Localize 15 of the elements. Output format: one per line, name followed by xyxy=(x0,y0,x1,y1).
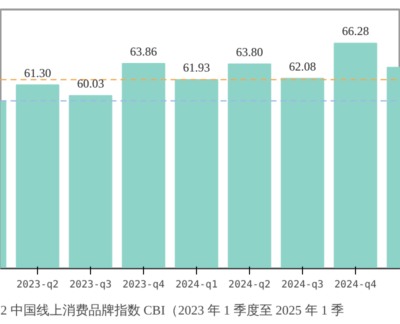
data-label: 66.28 xyxy=(342,24,369,38)
data-label: 60.03 xyxy=(77,76,104,91)
data-label: 61.30 xyxy=(24,66,52,80)
data-label: 61.93 xyxy=(183,60,210,75)
data-label: 62.08 xyxy=(288,59,316,74)
x-tick-label: 2024-q3 xyxy=(281,280,324,290)
x-tick-label: 2024-q1 xyxy=(175,280,218,290)
x-tick-label: 2023-q2 xyxy=(16,280,59,290)
data-label: 63.86 xyxy=(130,44,158,58)
x-tick-label: 2024-q2 xyxy=(228,280,271,290)
data-label: 63.80 xyxy=(236,44,264,59)
x-tick-label: 2023-q4 xyxy=(122,280,165,290)
x-tick-label: 2023-q3 xyxy=(69,280,112,290)
text: 2 中国线上消费品牌指数 CBI（2023 年 1 季度至 2025 年 1 季 xyxy=(0,302,344,318)
x-tick-label: 2024-q4 xyxy=(334,280,377,290)
